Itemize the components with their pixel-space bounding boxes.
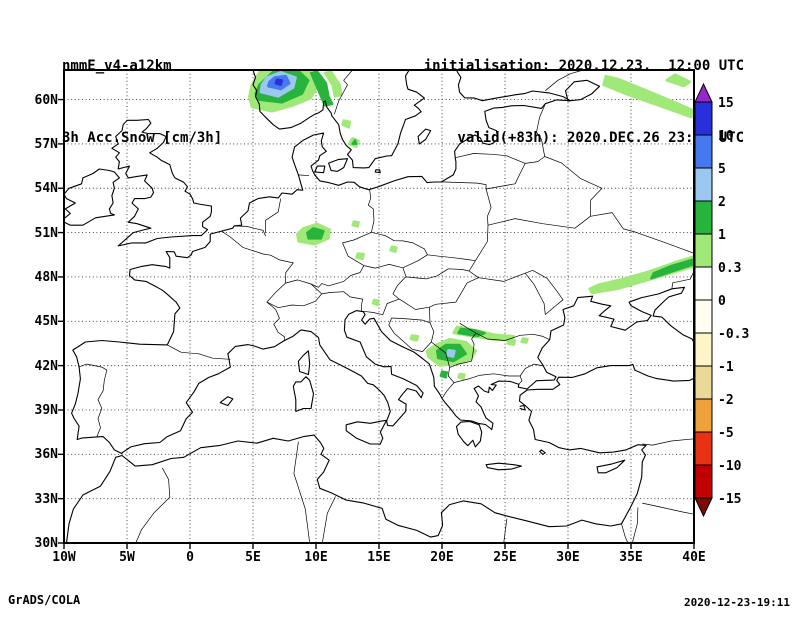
colorbar-tick-label: 5 (718, 162, 726, 177)
coastlines (64, 70, 694, 543)
snow-patch-0.3-1 (588, 255, 694, 295)
snow-patch-10-15 (274, 78, 284, 86)
colorbar-segment (694, 266, 713, 301)
lat-tick-label: 36N (34, 447, 58, 463)
snow-patch-0.3-1 (371, 298, 381, 307)
snow-shading (248, 70, 694, 380)
colorbar-segment (694, 365, 713, 400)
lat-tick-label: 54N (34, 181, 58, 197)
lat-tick-label: 30N (34, 536, 58, 551)
colorbar-segment (694, 332, 713, 367)
lon-tick-label: 40E (682, 550, 706, 565)
colorbar-tick-label: 0 (718, 294, 726, 309)
colorbar-tick-label: 0.3 (718, 261, 741, 276)
colorbar-segment (694, 233, 713, 268)
lat-tick-label: 51N (34, 225, 58, 241)
colorbar-tick-label: 2 (718, 195, 726, 210)
country-borders (78, 70, 694, 543)
colorbar-tick-label: -1 (718, 360, 734, 375)
colorbar-segment (694, 134, 713, 169)
snow-patch-0.3-1 (602, 74, 694, 119)
lat-tick-label: 45N (34, 314, 58, 330)
snow-patch-1-2 (650, 258, 694, 280)
snow-patch-0.3-1 (409, 334, 420, 342)
snow-patch-0.3-1 (389, 245, 398, 253)
colorbar-segment (694, 167, 713, 202)
colorbar-top-triangle (694, 82, 713, 103)
lon-tick-label: 10W (52, 550, 76, 565)
lat-tick-label: 39N (34, 402, 58, 418)
colorbar-tick-label: -15 (718, 492, 741, 507)
snow-patch-1-2 (351, 139, 358, 146)
colorbar-tick-label: -0.3 (718, 327, 749, 342)
colorbar-segment (694, 398, 713, 433)
axis-ticks (58, 98, 695, 549)
colorbar-tick-label: -2 (718, 393, 734, 408)
colorbar-tick-label: -10 (718, 459, 742, 474)
lon-tick-label: 5E (245, 550, 261, 565)
snow-patch-1-2 (439, 370, 449, 379)
lon-tick-label: 30E (556, 550, 580, 565)
lon-tick-label: 15E (367, 550, 391, 565)
colorbar-segment (694, 431, 713, 466)
colorbar-bottom-triangle (694, 497, 713, 518)
snow-patch-0.3-1 (506, 338, 517, 346)
lon-tick-label: 35E (619, 550, 643, 565)
map-layers (64, 70, 694, 543)
snow-patch-1-2 (306, 227, 325, 240)
lat-tick-label: 60N (34, 92, 58, 108)
lat-tick-label: 48N (34, 269, 58, 285)
gridlines (64, 70, 694, 543)
colorbar-tick-label: 10 (718, 129, 734, 144)
colorbar-tick-label: 15 (718, 96, 734, 111)
lat-tick-label: 42N (34, 358, 58, 374)
lon-tick-label: 20E (430, 550, 454, 565)
lon-tick-label: 5W (119, 550, 135, 565)
snow-patch-0.3-1 (323, 70, 343, 98)
europe-map (58, 69, 695, 549)
creation-timestamp: 2020-12-23-19:11 (684, 596, 790, 609)
lon-tick-label: 10E (304, 550, 328, 565)
snow-patch-0.3-1 (341, 119, 352, 129)
colorbar-tick-label: 1 (718, 228, 726, 243)
map-frame (63, 69, 695, 544)
colorbar-tick-label: -5 (718, 426, 734, 441)
lat-tick-label: 57N (34, 136, 58, 152)
colorbar-segment (694, 464, 713, 499)
map-plot-area: 30N 33N 36N 39N 42N 45N 48N 51N 54N 57N 60N 10W 5W 0… (35, 69, 706, 565)
variable-name: 3h Acc.Snow [cm/3h] (62, 130, 223, 146)
colorbar-legend: 15 10 5 2 1 0.3 0 -0.3 -1 -2 -5 -10 -15 (694, 82, 749, 518)
snow-patch-0.3-1 (665, 73, 692, 88)
grads-credit: GrADS/COLA (8, 593, 81, 607)
lat-tick-label: 33N (34, 491, 58, 507)
colorbar-segment (694, 299, 713, 334)
snow-patch-1-2 (309, 70, 334, 107)
colorbar-segment (694, 200, 713, 235)
lon-tick-label: 0 (186, 550, 194, 565)
colorbar-segment (694, 101, 713, 136)
snow-patch-0.3-1 (520, 337, 529, 344)
lon-tick-label: 25E (493, 550, 517, 565)
snow-patch-0.3-1 (351, 220, 360, 228)
snow-patch-0.3-1 (355, 252, 365, 261)
snow-patch-2-5 (445, 349, 456, 358)
snow-patch-0.3-1 (457, 372, 466, 380)
